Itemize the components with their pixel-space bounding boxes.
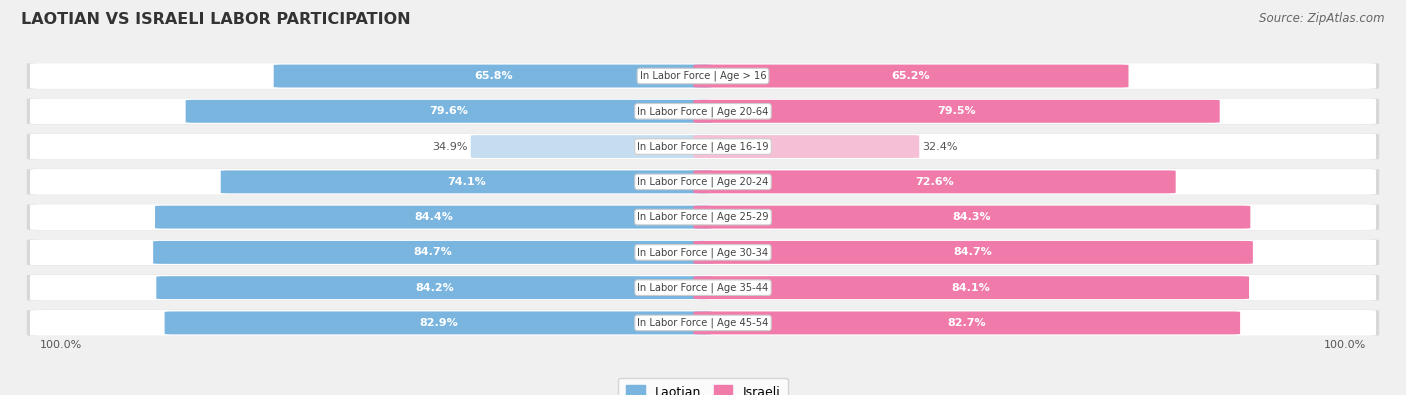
FancyBboxPatch shape bbox=[30, 63, 1376, 89]
Text: 84.2%: 84.2% bbox=[415, 283, 454, 293]
Text: In Labor Force | Age 20-24: In Labor Force | Age 20-24 bbox=[637, 177, 769, 187]
FancyBboxPatch shape bbox=[27, 275, 1379, 301]
FancyBboxPatch shape bbox=[693, 206, 1250, 229]
Text: In Labor Force | Age 16-19: In Labor Force | Age 16-19 bbox=[637, 141, 769, 152]
FancyBboxPatch shape bbox=[156, 276, 713, 299]
FancyBboxPatch shape bbox=[30, 134, 1376, 160]
FancyBboxPatch shape bbox=[274, 64, 713, 88]
Text: 100.0%: 100.0% bbox=[39, 340, 82, 350]
FancyBboxPatch shape bbox=[471, 135, 713, 158]
FancyBboxPatch shape bbox=[693, 241, 1253, 264]
Text: 84.3%: 84.3% bbox=[953, 212, 991, 222]
Text: 82.9%: 82.9% bbox=[419, 318, 458, 328]
Text: 34.9%: 34.9% bbox=[432, 141, 468, 152]
Text: 74.1%: 74.1% bbox=[447, 177, 486, 187]
FancyBboxPatch shape bbox=[30, 275, 1376, 301]
Text: 72.6%: 72.6% bbox=[915, 177, 953, 187]
Text: 79.5%: 79.5% bbox=[938, 106, 976, 116]
FancyBboxPatch shape bbox=[693, 100, 1219, 123]
Text: In Labor Force | Age 35-44: In Labor Force | Age 35-44 bbox=[637, 282, 769, 293]
FancyBboxPatch shape bbox=[30, 204, 1376, 230]
Text: 32.4%: 32.4% bbox=[922, 141, 957, 152]
Text: In Labor Force | Age 25-29: In Labor Force | Age 25-29 bbox=[637, 212, 769, 222]
FancyBboxPatch shape bbox=[27, 98, 1379, 124]
Text: 79.6%: 79.6% bbox=[430, 106, 468, 116]
Text: 84.1%: 84.1% bbox=[952, 283, 991, 293]
Legend: Laotian, Israeli: Laotian, Israeli bbox=[619, 378, 787, 395]
Text: In Labor Force | Age > 16: In Labor Force | Age > 16 bbox=[640, 71, 766, 81]
Text: 84.4%: 84.4% bbox=[415, 212, 453, 222]
FancyBboxPatch shape bbox=[27, 169, 1379, 195]
FancyBboxPatch shape bbox=[693, 311, 1240, 335]
Text: In Labor Force | Age 45-54: In Labor Force | Age 45-54 bbox=[637, 318, 769, 328]
FancyBboxPatch shape bbox=[30, 310, 1376, 336]
FancyBboxPatch shape bbox=[153, 241, 713, 264]
Text: 84.7%: 84.7% bbox=[413, 247, 453, 258]
FancyBboxPatch shape bbox=[30, 169, 1376, 195]
FancyBboxPatch shape bbox=[186, 100, 713, 123]
Text: Source: ZipAtlas.com: Source: ZipAtlas.com bbox=[1260, 12, 1385, 25]
FancyBboxPatch shape bbox=[155, 206, 713, 229]
Text: In Labor Force | Age 30-34: In Labor Force | Age 30-34 bbox=[637, 247, 769, 258]
FancyBboxPatch shape bbox=[693, 135, 920, 158]
Text: LAOTIAN VS ISRAELI LABOR PARTICIPATION: LAOTIAN VS ISRAELI LABOR PARTICIPATION bbox=[21, 12, 411, 27]
FancyBboxPatch shape bbox=[693, 276, 1249, 299]
FancyBboxPatch shape bbox=[693, 64, 1129, 88]
FancyBboxPatch shape bbox=[27, 134, 1379, 160]
Text: 65.2%: 65.2% bbox=[891, 71, 931, 81]
Text: In Labor Force | Age 20-64: In Labor Force | Age 20-64 bbox=[637, 106, 769, 117]
FancyBboxPatch shape bbox=[27, 310, 1379, 336]
FancyBboxPatch shape bbox=[27, 63, 1379, 89]
FancyBboxPatch shape bbox=[27, 204, 1379, 230]
FancyBboxPatch shape bbox=[693, 170, 1175, 193]
Text: 84.7%: 84.7% bbox=[953, 247, 993, 258]
FancyBboxPatch shape bbox=[30, 239, 1376, 265]
FancyBboxPatch shape bbox=[30, 98, 1376, 124]
Text: 100.0%: 100.0% bbox=[1324, 340, 1367, 350]
Text: 65.8%: 65.8% bbox=[474, 71, 512, 81]
FancyBboxPatch shape bbox=[165, 311, 713, 335]
FancyBboxPatch shape bbox=[221, 170, 713, 193]
Text: 82.7%: 82.7% bbox=[948, 318, 986, 328]
FancyBboxPatch shape bbox=[27, 239, 1379, 265]
